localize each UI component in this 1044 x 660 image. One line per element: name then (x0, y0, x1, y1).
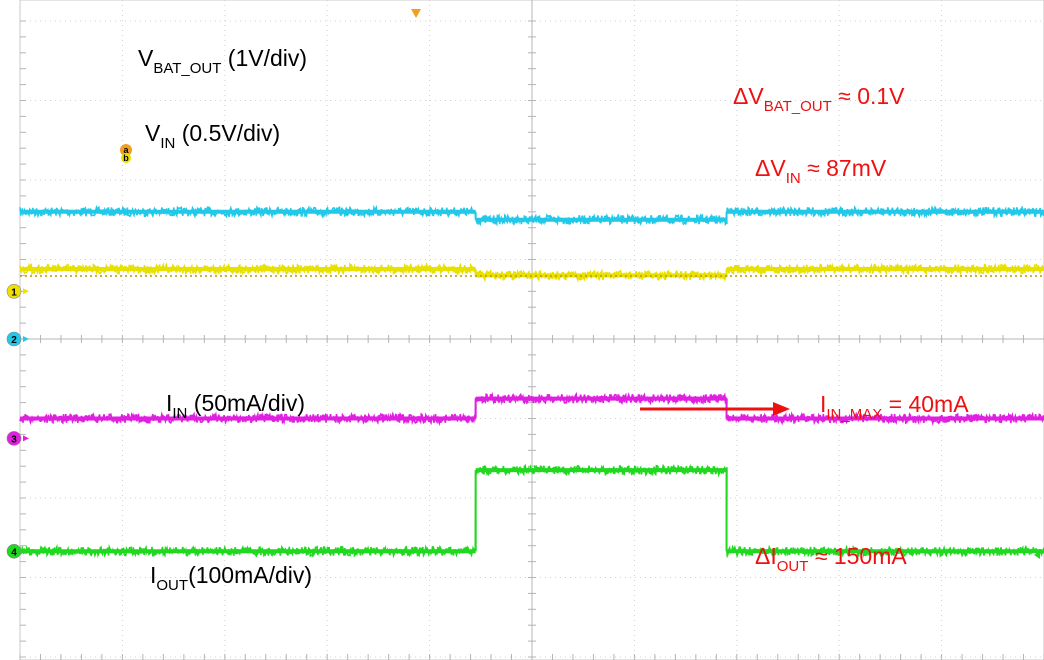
iin-trace-label: IIN (50mA/div) (166, 390, 305, 422)
vin-delta-annotation: ΔVIN ≈ 87mV (755, 155, 887, 187)
svg-text:4: 4 (11, 547, 17, 558)
trace-layer (19, 204, 1044, 559)
svg-text:b: b (123, 153, 129, 163)
svg-text:1: 1 (11, 287, 17, 298)
right-channel-marker-icon (1034, 551, 1040, 559)
vbat-trace-label: VBAT_OUT (1V/div) (138, 45, 307, 77)
iin-max-arrow (640, 402, 790, 416)
iout-trace-label: IOUT(100mA/div) (150, 562, 312, 594)
channel-1-marker-icon: 1 (6, 283, 29, 299)
trigger-position-icon (411, 9, 421, 18)
channel-2-marker-icon: 2 (6, 331, 29, 347)
svg-text:2: 2 (11, 335, 17, 346)
vin-trace-label: VIN (0.5V/div) (145, 120, 280, 152)
vbat-delta-annotation: ΔVBAT_OUT ≈ 0.1V (733, 83, 905, 115)
iout-delta-annotation: ΔIOUT ≈ 150mA (755, 543, 907, 575)
svg-text:3: 3 (11, 434, 17, 445)
graticule-frame (19, 0, 1044, 660)
ref-marker-icon: a b (120, 144, 132, 163)
svg-text:a: a (123, 145, 129, 155)
channel-3-marker-icon: 3 (6, 431, 29, 446)
iin-max-annotation: IIN_MAX = 40mA (820, 391, 969, 423)
channel-4-marker-icon: 4 (6, 543, 29, 559)
channel-markers: 1 2 3 4 (6, 283, 29, 559)
